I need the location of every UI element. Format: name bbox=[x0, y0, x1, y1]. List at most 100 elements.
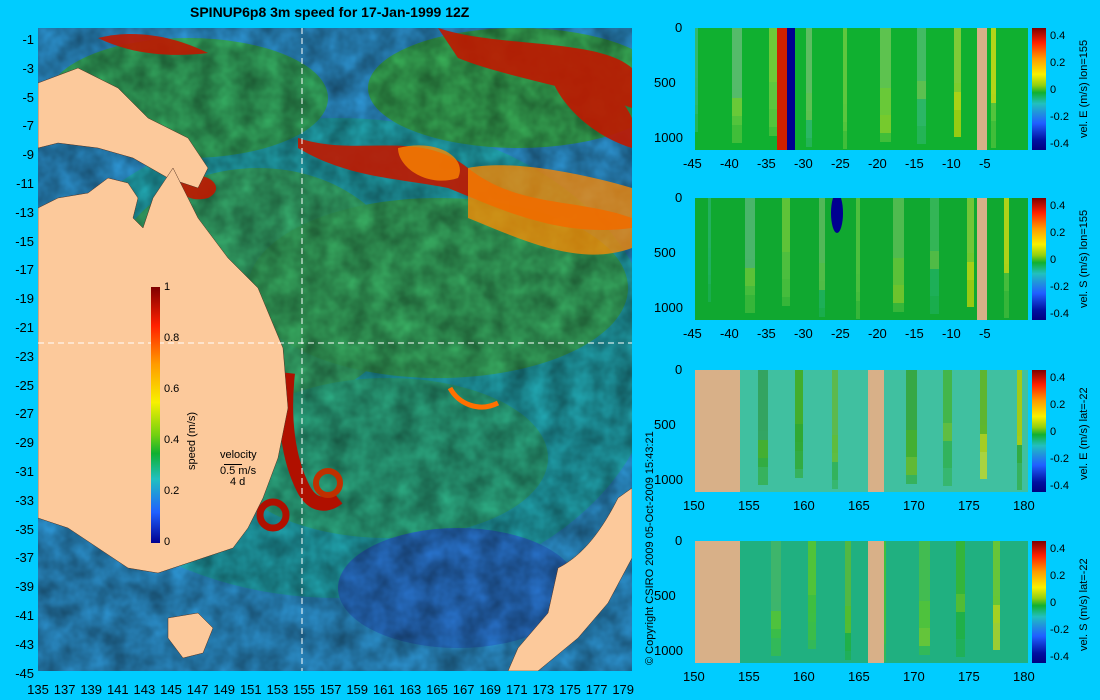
section-panel-1 bbox=[695, 28, 1028, 150]
map-lon-tick: 145 bbox=[160, 682, 182, 697]
map-colorbar-tick: 0.8 bbox=[164, 332, 180, 344]
map-lon-tick: 169 bbox=[479, 682, 502, 697]
panel-x-tick: -25 bbox=[831, 156, 850, 171]
map-lon-tick: 163 bbox=[399, 682, 422, 697]
panel-y-tick: 500 bbox=[654, 245, 676, 260]
map-lon-tick: 147 bbox=[186, 682, 209, 697]
map-colorbar-tick: 0.6 bbox=[164, 383, 180, 395]
section-colorbar-tick: 0.2 bbox=[1050, 570, 1066, 582]
map-lon-tick: 149 bbox=[213, 682, 236, 697]
panel-x-tick: -40 bbox=[720, 156, 739, 171]
velocity-legend-speed: 0.5 m/s bbox=[220, 465, 257, 477]
panel-x-tick: 155 bbox=[738, 669, 760, 684]
panel-x-tick: -20 bbox=[868, 156, 887, 171]
panel-x-tick: -35 bbox=[757, 326, 776, 341]
panel-x-tick: -45 bbox=[683, 156, 702, 171]
panel-x-tick: 150 bbox=[683, 498, 705, 513]
map-lon-tick: 155 bbox=[293, 682, 315, 697]
section-panel-4 bbox=[695, 541, 1028, 663]
section-colorbar-tick: -0.2 bbox=[1050, 111, 1069, 123]
section-colorbar-tick: 0.4 bbox=[1050, 372, 1066, 384]
map-lat-tick: -35 bbox=[15, 521, 34, 537]
section-colorbar-tick: -0.4 bbox=[1050, 308, 1069, 320]
section-colorbar-tick: 0.2 bbox=[1050, 57, 1066, 69]
panel-x-tick: 150 bbox=[683, 669, 705, 684]
map-lon-tick: 159 bbox=[346, 682, 369, 697]
map-lat-tick: -13 bbox=[15, 204, 34, 220]
section-colorbar-tick: -0.2 bbox=[1050, 624, 1069, 636]
map-lat-tick: -9 bbox=[22, 147, 34, 163]
section-label: vel. S (m/s) lat=-22 bbox=[1078, 558, 1090, 651]
section-colorbar-tick: 0.4 bbox=[1050, 543, 1066, 555]
map-lat-tick: -43 bbox=[15, 636, 34, 652]
map-lat-tick: -45 bbox=[15, 665, 34, 681]
speed-colorbar bbox=[151, 287, 160, 543]
map-image bbox=[38, 28, 632, 671]
section-colorbar bbox=[1032, 28, 1046, 150]
map-lat-tick: -23 bbox=[15, 348, 34, 364]
section-colorbar-tick: 0.2 bbox=[1050, 227, 1066, 239]
map-lon-tick: 171 bbox=[505, 682, 528, 697]
map-lon-tick: 141 bbox=[106, 682, 129, 697]
map-lat-tick: -3 bbox=[22, 60, 34, 76]
section-colorbar-tick: 0 bbox=[1050, 597, 1057, 609]
panel-x-tick: -15 bbox=[905, 326, 924, 341]
section-image bbox=[695, 370, 1028, 492]
map-colorbar-tick: 1 bbox=[164, 281, 171, 293]
map-lat-tick: -25 bbox=[15, 377, 34, 393]
map-colorbar-tick: 0 bbox=[164, 536, 171, 548]
panel-x-tick: 160 bbox=[793, 669, 815, 684]
panel-y-tick: 500 bbox=[654, 417, 676, 432]
panel-x-tick: 180 bbox=[1013, 498, 1035, 513]
panel-x-tick: -5 bbox=[979, 326, 991, 341]
map-lon-tick: 157 bbox=[319, 682, 342, 697]
section-colorbar bbox=[1032, 541, 1046, 663]
section-colorbar-tick: 0 bbox=[1050, 254, 1057, 266]
panel-y-tick: 0 bbox=[675, 533, 683, 548]
section-image bbox=[695, 28, 1028, 150]
panel-y-tick: 0 bbox=[675, 20, 683, 35]
map-lon-tick: 179 bbox=[612, 682, 635, 697]
panel-y-tick: 500 bbox=[654, 75, 676, 90]
panel-x-tick: -30 bbox=[794, 326, 813, 341]
section-panel-2 bbox=[695, 193, 1028, 320]
section-colorbar bbox=[1032, 370, 1046, 492]
plot-title: SPINUP6p8 3m speed for 17-Jan-1999 12Z bbox=[190, 4, 470, 20]
panel-y-tick: 1000 bbox=[654, 300, 683, 315]
section-colorbar-tick: 0.4 bbox=[1050, 30, 1066, 42]
map-lat-tick: -29 bbox=[15, 435, 34, 451]
section-colorbar-tick: -0.2 bbox=[1050, 281, 1069, 293]
panel-x-tick: 175 bbox=[958, 669, 980, 684]
panel-x-tick: -15 bbox=[905, 156, 924, 171]
panel-x-tick: 170 bbox=[903, 498, 925, 513]
section-label: vel. S (m/s) lon=155 bbox=[1078, 209, 1090, 308]
panel-x-tick: 160 bbox=[793, 498, 815, 513]
map-lat-tick: -37 bbox=[15, 550, 34, 566]
copyright-note: © Copyright CSIRO 2009 05-Oct-2009 15:43… bbox=[644, 431, 656, 665]
map-lon-tick: 177 bbox=[585, 682, 608, 697]
velocity-legend-duration: 4 d bbox=[230, 476, 246, 488]
map-lon-tick: 165 bbox=[426, 682, 448, 697]
speed-map bbox=[38, 28, 632, 671]
map-lat-tick: -11 bbox=[16, 176, 34, 191]
panel-y-tick: 0 bbox=[675, 362, 683, 377]
map-lat-tick: -17 bbox=[15, 262, 34, 278]
panel-y-tick: 1000 bbox=[654, 130, 683, 145]
map-lon-tick: 173 bbox=[532, 682, 555, 697]
panel-x-tick: -35 bbox=[757, 156, 776, 171]
panel-x-tick: 155 bbox=[738, 498, 760, 513]
panel-x-tick: 175 bbox=[958, 498, 980, 513]
velocity-legend: velocity 0.5 m/s 4 d bbox=[220, 450, 257, 488]
section-image bbox=[695, 193, 1028, 320]
map-colorbar-tick: 0.4 bbox=[164, 434, 180, 446]
velocity-legend-title: velocity bbox=[220, 449, 257, 461]
map-lon-tick: 153 bbox=[266, 682, 289, 697]
section-colorbar-tick: 0 bbox=[1050, 84, 1057, 96]
panel-y-tick: 500 bbox=[654, 588, 676, 603]
panel-x-tick: -10 bbox=[942, 326, 961, 341]
map-lat-tick: -27 bbox=[15, 406, 34, 422]
section-image bbox=[695, 541, 1028, 663]
panel-x-tick: 165 bbox=[848, 669, 870, 684]
map-lat-tick: -41 bbox=[15, 608, 34, 623]
velocity-arrow bbox=[224, 464, 242, 465]
